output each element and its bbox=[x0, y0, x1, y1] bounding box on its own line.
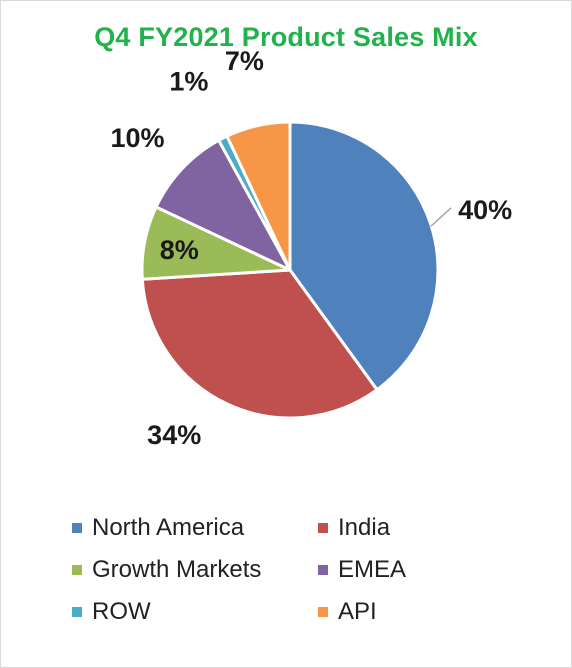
data-label-growth-markets: 8% bbox=[160, 235, 199, 265]
leader-line-north-america bbox=[430, 207, 452, 227]
pie-slice-api bbox=[225, 120, 292, 272]
pie-slice-emea bbox=[154, 138, 292, 272]
data-label-india: 34% bbox=[147, 420, 201, 450]
data-label-row: 1% bbox=[169, 66, 208, 96]
data-label-north-america: 40% bbox=[458, 195, 512, 225]
pie-slice-north-america bbox=[288, 120, 440, 392]
data-label-api: 7% bbox=[225, 46, 264, 76]
data-label-emea: 10% bbox=[110, 123, 164, 153]
pie-slice-india bbox=[140, 268, 379, 420]
chart-title: Q4 FY2021 Product Sales Mix bbox=[94, 22, 478, 52]
